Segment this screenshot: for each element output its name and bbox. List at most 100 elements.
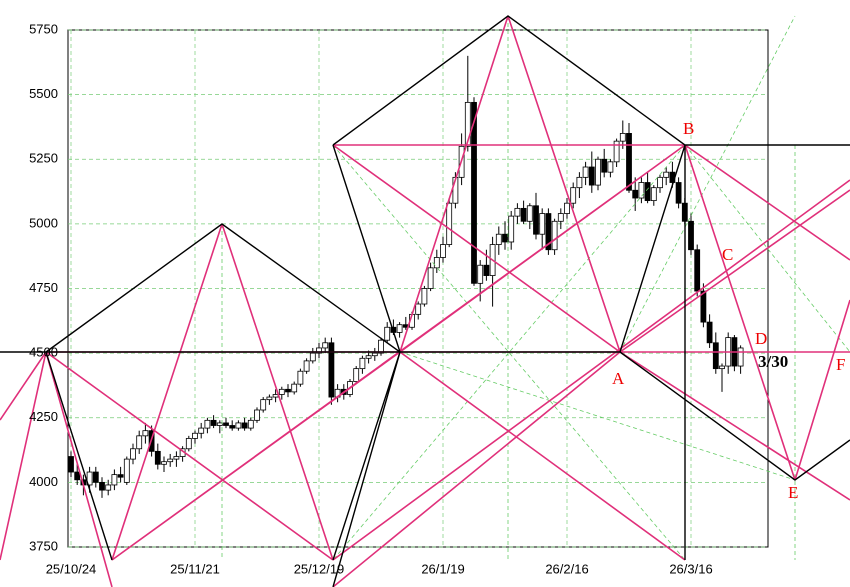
- candle-body: [595, 158, 601, 186]
- candle-body: [706, 321, 713, 344]
- candle-body: [123, 458, 130, 483]
- candle-body: [588, 166, 595, 186]
- y-tick-label: 5000: [29, 215, 58, 230]
- y-tick-label: 3750: [29, 538, 58, 553]
- candle-body: [694, 249, 701, 292]
- candle-body: [365, 355, 372, 359]
- candle-body: [526, 205, 533, 222]
- black-lines: [0, 15, 850, 587]
- candle-body: [254, 409, 260, 421]
- candle-body: [619, 132, 626, 142]
- candle-body: [514, 207, 521, 217]
- candle-body: [185, 438, 192, 450]
- candle-body: [638, 182, 645, 199]
- y-tick-label: 5500: [29, 86, 58, 101]
- candle-body: [111, 474, 118, 486]
- candle-body: [564, 202, 570, 214]
- candle-body: [247, 419, 254, 429]
- candle-body: [86, 471, 93, 486]
- candle-body: [719, 365, 725, 370]
- candle-body: [533, 205, 539, 235]
- candle-body: [161, 461, 167, 465]
- candle-body: [502, 233, 508, 243]
- candle-body: [421, 288, 428, 305]
- candle-body: [204, 419, 211, 429]
- candle-body: [291, 383, 298, 393]
- candle-body: [99, 481, 105, 491]
- candle-body: [427, 267, 434, 289]
- candle-body: [322, 342, 329, 349]
- candle-body: [396, 324, 403, 333]
- candle-body: [644, 182, 651, 202]
- x-tick-label: 26/3/16: [669, 561, 712, 576]
- annotation: B: [683, 119, 694, 138]
- x-tick-label: 26/2/16: [545, 561, 588, 576]
- candle-body: [712, 342, 719, 370]
- candle-body: [297, 370, 304, 385]
- candle-body: [539, 213, 546, 235]
- candles: [68, 55, 744, 498]
- candle-body: [142, 430, 149, 437]
- candle-body: [278, 388, 285, 395]
- candle-body: [688, 220, 694, 251]
- y-tick-label: 4250: [29, 409, 58, 424]
- candle-body: [241, 422, 248, 429]
- candle-body: [601, 158, 608, 173]
- candle-body: [415, 303, 422, 315]
- candle-body: [508, 215, 515, 243]
- candle-body: [316, 347, 322, 354]
- x-axis: 25/10/24 25/11/21 25/12/19 26/1/19 26/2/16 26…: [46, 561, 713, 576]
- candle-body: [235, 422, 242, 429]
- candle-body: [737, 347, 744, 367]
- candle-body: [130, 448, 136, 460]
- candle-body: [557, 213, 564, 222]
- candle-body: [272, 394, 279, 398]
- candle-body: [192, 432, 198, 439]
- candle-body: [657, 176, 663, 189]
- candle-body: [384, 326, 391, 341]
- candle-body: [328, 342, 335, 398]
- candle-body: [433, 257, 440, 269]
- candle-body: [632, 189, 639, 199]
- candle-body: [700, 290, 707, 323]
- x-tick-label: 25/11/21: [170, 561, 220, 576]
- candle-body: [198, 427, 205, 434]
- candle-body: [570, 187, 577, 204]
- annotation: A: [612, 369, 625, 388]
- candle-body: [483, 264, 490, 276]
- candle-body: [229, 425, 236, 429]
- grid: [68, 29, 768, 548]
- candle-body: [464, 101, 471, 147]
- candle-body: [136, 435, 143, 450]
- candle-body: [545, 213, 552, 251]
- annotation: C: [722, 245, 733, 264]
- annotation: 3/30: [758, 352, 788, 371]
- candle-body: [663, 171, 670, 178]
- candle-body: [359, 357, 366, 370]
- candle-body: [309, 352, 316, 362]
- candle-body: [223, 422, 229, 426]
- candle-body: [626, 132, 632, 191]
- candle-body: [471, 101, 477, 284]
- candle-body: [105, 484, 112, 491]
- candle-body: [520, 207, 527, 222]
- overlay: [0, 15, 850, 587]
- y-tick-label: 4000: [29, 474, 58, 489]
- candle-body: [285, 388, 291, 393]
- candle-body: [371, 352, 378, 357]
- candle-body: [607, 161, 614, 173]
- x-tick-label: 25/10/24: [46, 561, 97, 576]
- candle-body: [613, 140, 620, 163]
- candle-body: [353, 368, 360, 382]
- annotation: D: [755, 329, 767, 348]
- candle-body: [378, 339, 384, 354]
- candle-body: [92, 471, 99, 483]
- candle-body: [551, 220, 558, 251]
- candle-body: [167, 458, 174, 463]
- candle-body: [117, 474, 124, 478]
- candle-body: [446, 202, 453, 245]
- candle-body: [650, 187, 657, 202]
- annotation: F: [836, 355, 845, 374]
